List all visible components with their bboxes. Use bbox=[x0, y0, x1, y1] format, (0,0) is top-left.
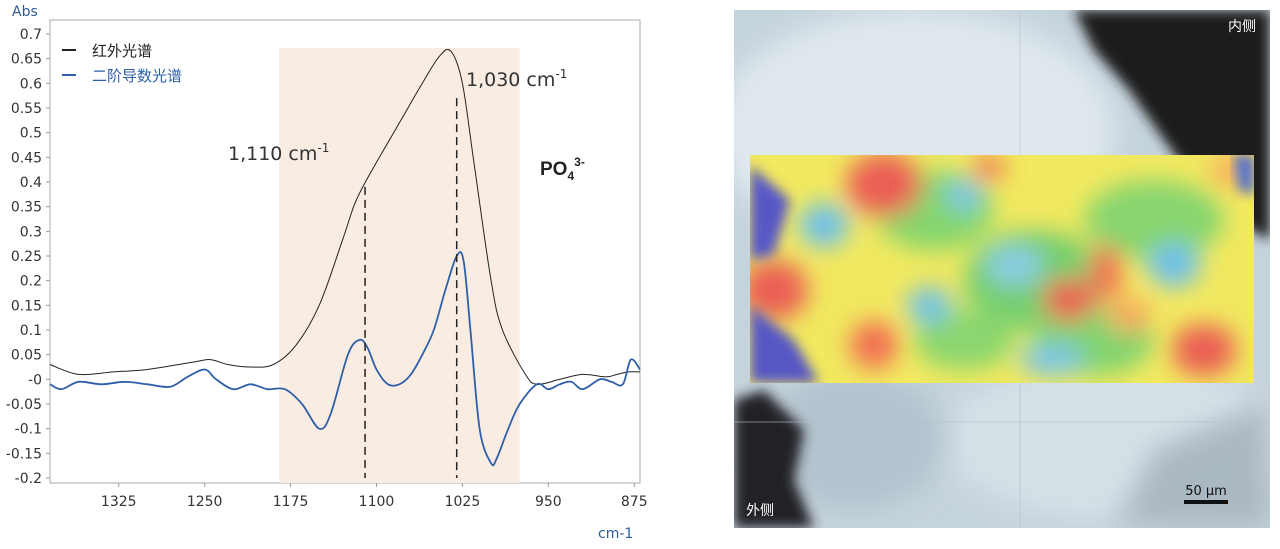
scale-bar: 50 μm bbox=[1176, 484, 1236, 504]
x-tick-label: 1250 bbox=[187, 494, 223, 510]
y-tick-label: 0.7 bbox=[20, 27, 42, 43]
y-tick-label: 0.25 bbox=[11, 249, 42, 265]
scale-bar-label: 50 μm bbox=[1185, 484, 1227, 499]
peak-label: 1,030 cm-1 bbox=[466, 67, 567, 91]
ir-spectrum-chart: 0.7 0.65 0.6 0.55 0.5 0.45 0.4 0.35 0.3 0.25 0.2 0.… bbox=[6, 4, 648, 542]
ir-spectrum-line bbox=[49, 48, 641, 385]
y-tick-label: 0.3 bbox=[20, 224, 42, 240]
outer-side-label: 外侧 bbox=[746, 503, 774, 519]
y-tick-label: -0.2 bbox=[15, 471, 42, 487]
y-tick-label: -0.05 bbox=[6, 397, 42, 413]
x-tick-label: 1325 bbox=[101, 494, 137, 510]
x-tick-label: 950 bbox=[535, 494, 562, 510]
y-tick-label: -0 bbox=[28, 372, 42, 388]
y-tick-label: 0.05 bbox=[11, 348, 42, 364]
highlight-region bbox=[279, 48, 520, 483]
scale-bar-line bbox=[1184, 500, 1228, 504]
y-tick-label: 0.4 bbox=[20, 175, 42, 191]
legend: 红外光谱 二阶导数光谱 bbox=[62, 42, 182, 85]
y-tick-label: 0.5 bbox=[20, 126, 42, 142]
chemical-heatmap bbox=[750, 155, 1254, 383]
x-axis-label: cm-1 bbox=[598, 526, 633, 542]
y-tick-label: 0.6 bbox=[20, 76, 42, 92]
y-tick-label: -0.1 bbox=[15, 422, 42, 438]
x-tick-label: 875 bbox=[621, 494, 648, 510]
y-axis-label: Abs bbox=[12, 4, 38, 20]
peak-label: 1,110 cm-1 bbox=[228, 141, 329, 165]
y-tick-label: 0.15 bbox=[11, 298, 42, 314]
x-tick-label: 1025 bbox=[445, 494, 481, 510]
legend-label-ir: 红外光谱 bbox=[92, 42, 152, 60]
y-tick-label: 0.45 bbox=[11, 150, 42, 166]
y-tick-label: 0.1 bbox=[20, 323, 42, 339]
micrograph-background bbox=[734, 10, 1270, 528]
y-tick-label: 0.65 bbox=[11, 52, 42, 68]
phosphate-formula: PO43- bbox=[540, 155, 585, 183]
inner-side-label: 内侧 bbox=[1228, 19, 1256, 35]
y-tick-label: 0.35 bbox=[11, 200, 42, 216]
second-derivative-line bbox=[49, 251, 641, 467]
x-tick-label: 1100 bbox=[359, 494, 395, 510]
micro-ft-ir-image: 内侧 外侧 50 μm bbox=[734, 10, 1270, 528]
x-tick-label: 1175 bbox=[273, 494, 309, 510]
y-tick-label: 0.55 bbox=[11, 101, 42, 117]
y-tick-label: -0.15 bbox=[6, 446, 42, 462]
legend-label-derivative: 二阶导数光谱 bbox=[92, 67, 182, 85]
y-tick-label: 0.2 bbox=[20, 274, 42, 290]
